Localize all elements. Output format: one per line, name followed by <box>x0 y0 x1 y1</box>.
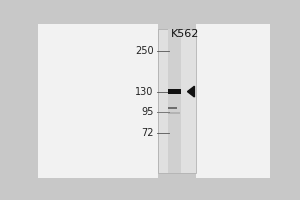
Bar <box>168 89 181 94</box>
Bar <box>168 89 181 94</box>
Bar <box>168 89 181 94</box>
Bar <box>168 112 180 114</box>
Polygon shape <box>188 86 194 97</box>
Bar <box>168 89 181 94</box>
Text: 250: 250 <box>135 46 154 56</box>
Bar <box>168 107 177 109</box>
Bar <box>38 24 158 178</box>
Bar <box>196 24 270 178</box>
Text: K562: K562 <box>171 29 199 39</box>
Bar <box>168 29 181 173</box>
Bar <box>168 89 181 94</box>
Bar <box>158 29 196 173</box>
Bar <box>168 89 181 94</box>
Text: 95: 95 <box>141 107 154 117</box>
Text: 72: 72 <box>141 128 154 138</box>
Text: 130: 130 <box>135 87 154 97</box>
